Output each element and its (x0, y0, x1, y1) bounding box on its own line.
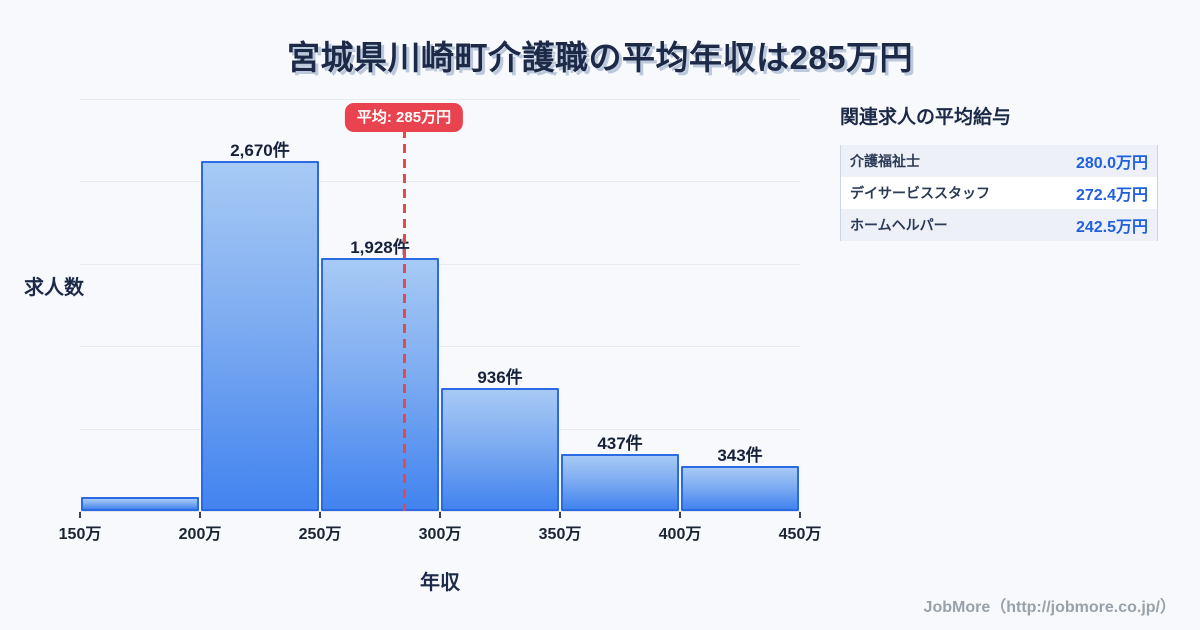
histogram-bar (81, 497, 199, 511)
bar-value-label: 343件 (717, 446, 763, 465)
histogram-bar (441, 388, 559, 511)
job-title-label: ホームヘルパー (850, 217, 948, 233)
bar-value-label: 2,670件 (230, 141, 290, 160)
x-axis-tick (199, 512, 201, 518)
salary-value: 242.5万円 (1075, 219, 1148, 236)
histogram-bar (201, 161, 319, 511)
histogram-bar (681, 466, 799, 511)
job-title-label: 介護福祉士 (850, 153, 920, 169)
gridline (80, 263, 800, 265)
bar-value-label: 936件 (477, 368, 523, 387)
x-axis-tick (799, 512, 801, 518)
x-axis-tick-label: 450万 (778, 526, 822, 543)
gridline (80, 181, 800, 182)
gridline (80, 346, 800, 347)
related-jobs-panel-title: 関連求人の平均給与 (840, 107, 1012, 128)
x-axis-tick-label: 250万 (298, 526, 342, 543)
x-axis-tick (559, 512, 561, 518)
x-axis-tick-label: 350万 (538, 526, 582, 543)
average-badge: 平均: 285万円 (344, 103, 464, 132)
bar-value-label: 1,928件 (350, 238, 410, 257)
bar-value-label: 437件 (597, 434, 643, 453)
histogram-bar (321, 258, 439, 511)
x-axis-tick (319, 512, 321, 518)
salary-value: 272.4万円 (1075, 187, 1148, 204)
x-axis-tick-label: 200万 (178, 526, 222, 543)
x-axis-tick-label: 400万 (658, 526, 702, 543)
x-axis-line (80, 511, 800, 512)
job-title-label: デイサービススタッフ (850, 185, 990, 201)
salary-value: 280.0万円 (1075, 155, 1148, 172)
table-row: デイサービススタッフ 272.4万円 (841, 177, 1157, 209)
credit-text: JobMore（http://jobmore.co.jp/） (923, 599, 1176, 616)
x-axis-tick-label: 150万 (58, 526, 102, 543)
table-row: ホームヘルパー 242.5万円 (841, 209, 1157, 241)
x-axis-tick (679, 512, 681, 518)
x-axis-title: 年収 (420, 572, 460, 594)
x-axis-tick-label: 300万 (418, 526, 462, 543)
table-row: 介護福祉士 280.0万円 (841, 145, 1157, 177)
histogram-bar (561, 454, 679, 511)
x-axis-tick (79, 512, 81, 518)
page-title: 宮城県川崎町介護職の平均年収は285万円 (286, 39, 914, 76)
related-jobs-table: 介護福祉士 280.0万円デイサービススタッフ 272.4万円ホームヘルパー 242.… (840, 145, 1158, 241)
gridline (80, 98, 800, 100)
gridline (80, 428, 800, 430)
y-axis-title: 求人数 (24, 277, 84, 299)
x-axis-tick (439, 512, 441, 518)
average-line (402, 129, 406, 511)
